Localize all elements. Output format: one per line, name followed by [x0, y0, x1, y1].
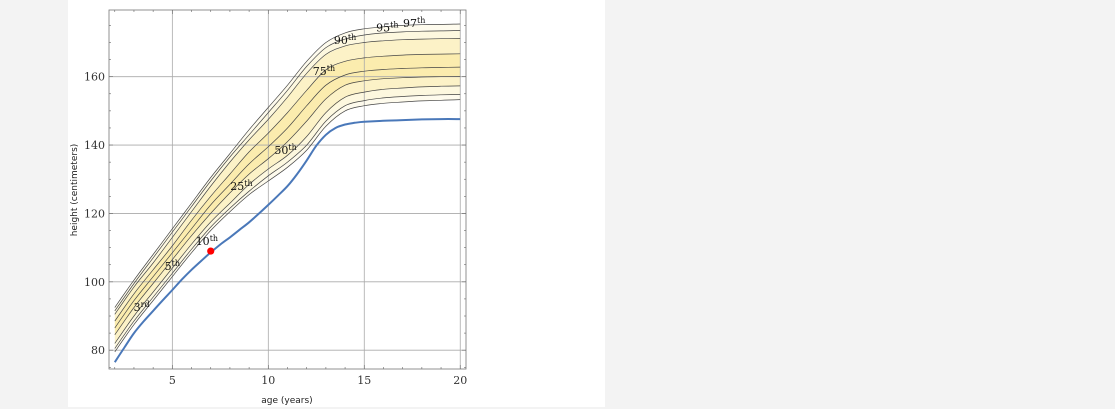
percentile-line	[114, 66, 461, 329]
percentile-line	[114, 30, 461, 312]
percentile-labels: 3rd 5th 10th 25th 50th 75th 90th 95th 97th	[134, 16, 426, 314]
percentile-lines	[114, 23, 461, 353]
x-axis-title: age (years)	[261, 396, 312, 406]
percentile-line	[114, 94, 461, 349]
patient-curve	[113, 118, 461, 363]
percentile-label: 90th	[334, 33, 356, 47]
percentile-line	[114, 99, 461, 353]
percentile-label: 10th	[196, 234, 218, 248]
chart-panel: 5 10 15 20 80 100 120 140 160 3rd 5th 10th 25th 50th…	[68, 0, 605, 407]
x-tick-label: 15	[357, 374, 371, 387]
x-tick-label: 10	[261, 374, 275, 387]
patient-point	[207, 247, 215, 255]
percentile-line	[114, 53, 461, 322]
growth-chart: 5 10 15 20 80 100 120 140 160 3rd 5th 10th 25th 50th…	[70, 9, 467, 406]
y-axis-title: height (centimeters)	[70, 144, 80, 237]
percentile-line	[114, 38, 461, 315]
percentile-label: 97th	[403, 16, 425, 30]
percentile-label: 75th	[313, 64, 335, 78]
x-tick-label: 20	[453, 374, 467, 387]
percentile-line	[114, 85, 461, 344]
percentile-label: 5th	[165, 259, 180, 273]
y-tick-label: 120	[84, 207, 105, 220]
y-tick-label: 140	[84, 139, 105, 152]
percentile-label: 25th	[230, 179, 252, 193]
percentile-label: 50th	[274, 143, 296, 157]
percentile-line	[114, 75, 461, 336]
patient-line	[113, 118, 461, 363]
percentile-bands	[114, 24, 461, 352]
axis-ticks: 5 10 15 20 80 100 120 140 160	[84, 10, 467, 387]
y-tick-label: 100	[84, 276, 105, 289]
y-tick-label: 80	[91, 344, 105, 357]
percentile-label: 3rd	[134, 300, 150, 314]
percentile-line	[114, 23, 461, 308]
percentile-label: 95th	[376, 21, 398, 35]
x-tick-label: 5	[169, 374, 176, 387]
y-tick-label: 160	[84, 71, 105, 84]
